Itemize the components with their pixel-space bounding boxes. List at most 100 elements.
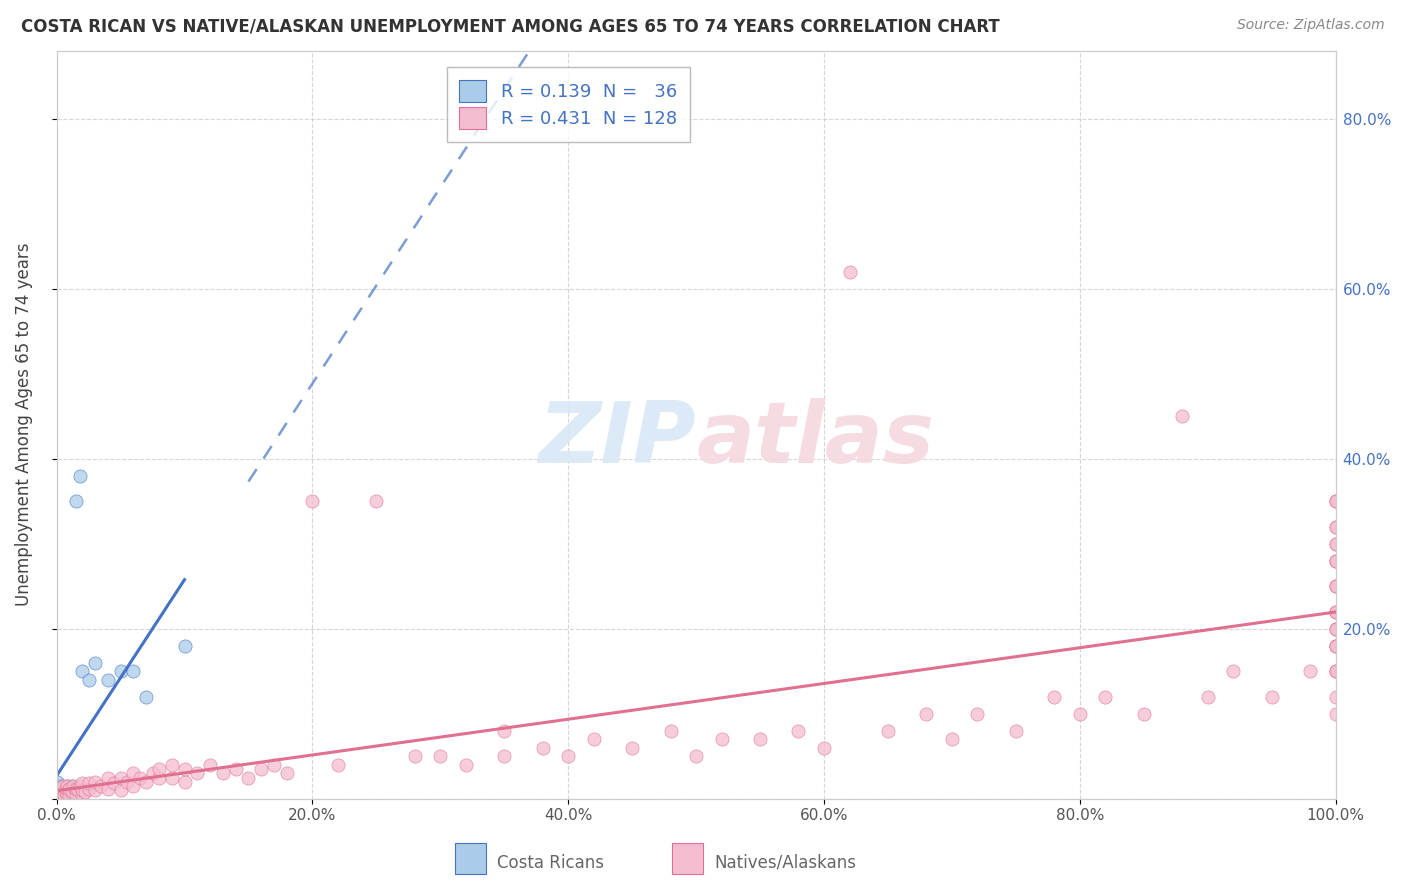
Point [73, 785, 96, 799]
Point [46, 785, 69, 799]
Point [58, 781, 80, 796]
Point [1197, 690, 1219, 704]
Point [429, 749, 451, 764]
Point [55, 785, 77, 799]
Point [557, 749, 579, 764]
Point [97, 673, 120, 687]
Point [52, 783, 75, 797]
Point [1324, 579, 1347, 593]
Point [45, 788, 67, 802]
Point [1324, 494, 1347, 508]
Point [749, 732, 772, 747]
Point [67, 783, 90, 797]
Point [301, 494, 323, 508]
Point [45, 790, 67, 805]
Point [1324, 520, 1347, 534]
Point [97, 771, 120, 785]
Point [45, 791, 67, 805]
Point [49, 783, 72, 797]
Point [45, 779, 67, 793]
Point [135, 774, 157, 789]
Point [1324, 537, 1347, 551]
Point [122, 766, 145, 780]
Point [45, 789, 67, 804]
Point [56, 779, 79, 793]
Point [710, 732, 733, 747]
Point [135, 690, 157, 704]
Point [494, 749, 516, 764]
Point [70, 776, 93, 790]
Point [366, 494, 388, 508]
Point [77, 673, 100, 687]
Point [1324, 605, 1347, 619]
Point [55, 781, 77, 796]
Point [659, 723, 682, 738]
Point [52, 790, 75, 805]
Point [1324, 579, 1347, 593]
Point [97, 781, 120, 796]
Point [69, 779, 91, 793]
Point [1324, 554, 1347, 568]
Point [45, 791, 67, 805]
Point [56, 788, 79, 802]
Point [238, 771, 260, 785]
Point [45, 791, 67, 805]
Text: Costa Ricans: Costa Ricans [498, 854, 605, 871]
Point [52, 788, 75, 802]
Point [60, 785, 83, 799]
Point [966, 706, 988, 721]
Point [122, 779, 145, 793]
Point [173, 639, 195, 653]
Point [90, 779, 112, 793]
Point [941, 732, 963, 747]
Legend: R = 0.139  N =   36, R = 0.431  N = 128: R = 0.139 N = 36, R = 0.431 N = 128 [447, 67, 690, 142]
Point [1324, 622, 1347, 636]
Point [1324, 554, 1347, 568]
Point [52, 779, 75, 793]
Point [84, 774, 107, 789]
Point [77, 776, 100, 790]
Point [1324, 639, 1347, 653]
Point [110, 783, 132, 797]
Point [1324, 494, 1347, 508]
Point [1324, 554, 1347, 568]
Point [58, 781, 80, 796]
Point [1324, 622, 1347, 636]
Y-axis label: Unemployment Among Ages 65 to 74 years: Unemployment Among Ages 65 to 74 years [15, 243, 32, 607]
Point [45, 781, 67, 796]
Point [45, 774, 67, 789]
Point [1222, 665, 1244, 679]
Point [1324, 690, 1347, 704]
Point [48, 781, 70, 796]
Point [531, 740, 554, 755]
Point [1324, 605, 1347, 619]
Point [1324, 520, 1347, 534]
Point [53, 781, 76, 796]
Point [148, 771, 170, 785]
Point [1324, 639, 1347, 653]
Point [404, 749, 426, 764]
Point [65, 494, 87, 508]
Point [1324, 665, 1347, 679]
Point [48, 789, 70, 804]
Text: Source: ZipAtlas.com: Source: ZipAtlas.com [1237, 18, 1385, 32]
Point [110, 665, 132, 679]
Point [787, 723, 810, 738]
Point [813, 740, 835, 755]
Point [212, 766, 235, 780]
Point [69, 468, 91, 483]
Point [45, 786, 67, 800]
Point [48, 788, 70, 802]
Point [45, 791, 67, 805]
Point [250, 762, 273, 776]
Point [45, 783, 67, 797]
Point [225, 762, 247, 776]
Point [77, 781, 100, 796]
Point [46, 790, 69, 805]
Point [1171, 409, 1194, 424]
Point [186, 766, 208, 780]
Point [1324, 639, 1347, 653]
Point [122, 665, 145, 679]
Text: COSTA RICAN VS NATIVE/ALASKAN UNEMPLOYMENT AMONG AGES 65 TO 74 YEARS CORRELATION: COSTA RICAN VS NATIVE/ALASKAN UNEMPLOYME… [21, 18, 1000, 36]
Point [1324, 494, 1347, 508]
